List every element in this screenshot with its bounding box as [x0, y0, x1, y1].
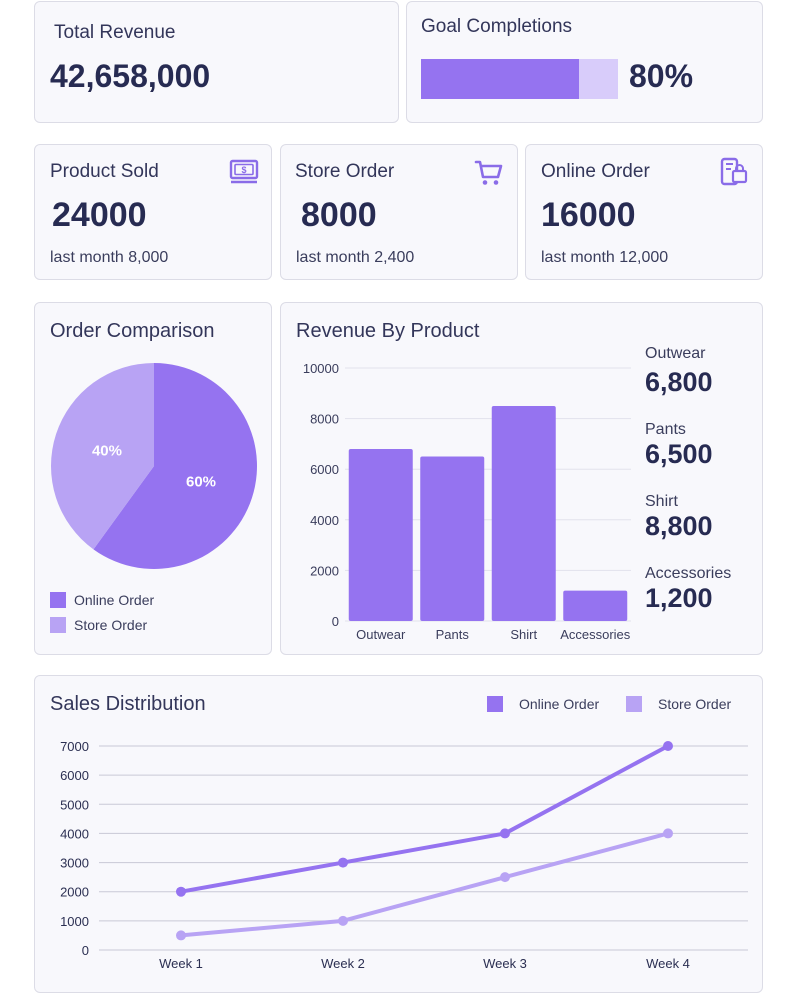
line-y-tick-label: 0 [82, 943, 89, 958]
store-order-value: 8000 [301, 196, 377, 234]
legend-online-order: Online Order [50, 592, 154, 608]
goal-progress-track [421, 59, 618, 99]
bar-y-tick-label: 0 [332, 614, 339, 629]
cart-icon [474, 160, 503, 185]
bar-x-tick-label: Shirt [510, 627, 537, 642]
line-x-tick-label: Week 3 [483, 956, 527, 971]
line-y-tick-label: 5000 [60, 797, 89, 812]
bar-pants [420, 456, 485, 621]
line-y-tick-label: 3000 [60, 856, 89, 871]
product-sold-value: 24000 [52, 196, 147, 234]
legend-swatch-online [50, 592, 66, 608]
bar-y-tick-label: 4000 [310, 513, 339, 528]
rev-pants-label: Pants [645, 421, 686, 438]
legend-swatch-store [50, 617, 66, 633]
order-comparison-card: Order Comparison 60% 40% Online Order Sto… [34, 302, 272, 655]
product-sold-card: Product Sold $ 24000 last month 8,000 [34, 144, 272, 280]
sales-line-chart: 0 1000 2000 3000 4000 5000 6000 7000 Week 1 Week … [60, 739, 748, 971]
line-point-store-order [663, 828, 673, 839]
online-order-label: Online Order [541, 161, 650, 182]
bar-y-tick-label: 2000 [310, 563, 339, 578]
legend-store-label: Store Order [74, 617, 148, 633]
goal-completions-card: Goal Completions 80% [406, 1, 763, 123]
rev-outwear-value: 6,800 [645, 367, 713, 397]
line-point-store-order [500, 872, 510, 883]
bar-outwear [348, 448, 413, 621]
money-icon: $ [229, 159, 259, 184]
line-y-tick-label: 4000 [60, 826, 89, 841]
total-revenue-value: 42,658,000 [50, 58, 211, 94]
bar-y-tick-label: 6000 [310, 462, 339, 477]
mobile-shop-icon [720, 157, 748, 186]
line-legend-store-label: Store Order [658, 696, 732, 712]
line-y-tick-label: 7000 [60, 739, 89, 754]
line-point-online-order [663, 741, 673, 751]
sales-distribution-card: Sales Distribution Online Order Store Or… [34, 675, 763, 993]
store-order-label: Store Order [295, 161, 395, 182]
line-x-tick-label: Week 1 [159, 956, 203, 971]
total-revenue-label: Total Revenue [54, 22, 176, 43]
line-x-tick-label: Week 2 [321, 956, 365, 971]
goal-progress-fill [421, 59, 579, 99]
revenue-bar-chart: 0 2000 4000 6000 8000 10000 Outwear Pants Shirt A… [303, 361, 631, 642]
pie-label-online-order: 60% [186, 473, 216, 490]
product-sold-last-month: last month 8,000 [50, 249, 169, 266]
bar-y-tick-label: 8000 [310, 412, 339, 427]
bar-accessories [563, 590, 628, 621]
total-revenue-card: Total Revenue 42,658,000 [34, 1, 399, 123]
line-legend-swatch-online [487, 696, 503, 712]
line-y-tick-label: 1000 [60, 914, 89, 929]
rev-shirt-value: 8,800 [645, 511, 713, 541]
line-legend-online-label: Online Order [519, 696, 600, 712]
bar-x-tick-label: Outwear [356, 627, 406, 642]
bar-y-tick-label: 10000 [303, 361, 339, 376]
goal-percent: 80% [629, 58, 694, 94]
sales-distribution-title: Sales Distribution [50, 693, 206, 715]
pie-slice-online-order [93, 363, 257, 569]
line-legend-swatch-store [626, 696, 642, 712]
store-order-last-month: last month 2,400 [296, 249, 415, 266]
line-point-store-order [338, 915, 348, 926]
line-point-online-order [338, 857, 348, 868]
line-series-store-order [180, 831, 669, 938]
line-y-tick-label: 6000 [60, 768, 89, 783]
line-y-tick-label: 2000 [60, 885, 89, 900]
revenue-by-product-title: Revenue By Product [296, 320, 480, 342]
line-point-store-order [176, 930, 186, 941]
pie-slice-store-order [50, 363, 154, 550]
store-order-card: Store Order 8000 last month 2,400 [280, 144, 518, 280]
line-series-online-order [180, 744, 669, 894]
line-point-online-order [176, 886, 186, 897]
line-legend-store: Store Order [626, 696, 731, 712]
line-x-tick-label: Week 4 [646, 956, 690, 971]
legend-store-order: Store Order [50, 617, 147, 633]
rev-outwear-label: Outwear [645, 345, 706, 362]
rev-accessories-label: Accessories [645, 565, 732, 582]
svg-text:$: $ [241, 165, 246, 175]
order-comparison-title: Order Comparison [50, 320, 215, 342]
pie-label-store-order: 40% [92, 443, 122, 460]
product-sold-label: Product Sold [50, 161, 159, 182]
line-legend-online: Online Order [487, 696, 599, 712]
online-order-last-month: last month 12,000 [541, 249, 669, 266]
rev-shirt-label: Shirt [645, 493, 678, 510]
rev-pants-value: 6,500 [645, 439, 713, 469]
rev-accessories-value: 1,200 [645, 583, 713, 613]
bar-x-tick-label: Accessories [560, 627, 631, 642]
order-pie-chart: 60% 40% [50, 363, 257, 569]
line-point-online-order [500, 828, 510, 839]
bar-shirt [491, 405, 556, 621]
legend-online-label: Online Order [74, 592, 155, 608]
goal-completions-label: Goal Completions [421, 16, 573, 37]
online-order-card: Online Order 16000 last month 12,000 [525, 144, 763, 280]
bar-x-tick-label: Pants [436, 627, 470, 642]
revenue-by-product-card: Revenue By Product 0 2000 4000 6000 8000 1000… [280, 302, 763, 655]
online-order-value: 16000 [541, 196, 636, 234]
